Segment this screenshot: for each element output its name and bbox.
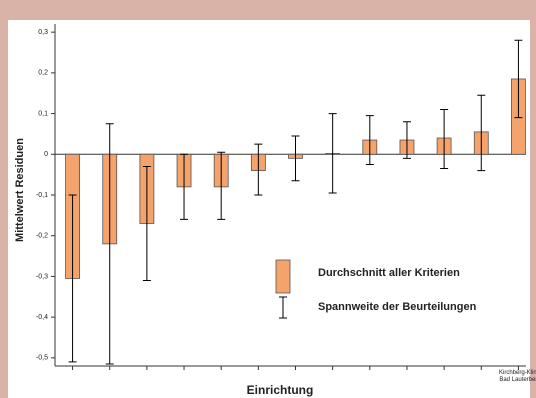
plot-background: [8, 20, 530, 398]
error-bar: [402, 121, 411, 159]
error-bar: [105, 123, 114, 365]
y-tick-label: 0: [44, 151, 48, 158]
y-tick-label: 0,1: [38, 110, 48, 117]
y-tick-label: -0,2: [36, 233, 48, 240]
x-tick-label: Kirchberg-Klinik Bad Lauterberg: [498, 370, 536, 383]
error-bar: [365, 115, 374, 165]
legend-label: Durchschnitt aller Kriterien: [318, 267, 460, 279]
y-tick-label: 0,3: [38, 29, 48, 36]
error-bar: [477, 94, 486, 172]
y-tick-label: -0,3: [36, 273, 48, 280]
legend-label: Spannweite der Beurteilungen: [318, 301, 477, 313]
y-axis-label: Mittelwert Residuen: [14, 138, 26, 242]
y-tick-label: -0,1: [36, 192, 48, 199]
error-bar: [180, 153, 189, 220]
error-bar: [254, 143, 263, 196]
legend-swatch: [275, 259, 291, 294]
y-tick-label: -0,5: [36, 355, 48, 362]
y-tick-label: 0,2: [38, 70, 48, 77]
error-bar: [328, 113, 337, 194]
error-bar: [440, 109, 449, 170]
error-bar: [514, 39, 523, 119]
y-tick-label: -0,4: [36, 314, 48, 321]
error-bar: [217, 151, 226, 220]
legend-error-bar: [279, 296, 287, 319]
error-bar: [68, 194, 77, 363]
error-bar: [291, 135, 300, 182]
x-axis-label: Einrichtung: [247, 383, 314, 397]
error-bar: [142, 166, 151, 281]
